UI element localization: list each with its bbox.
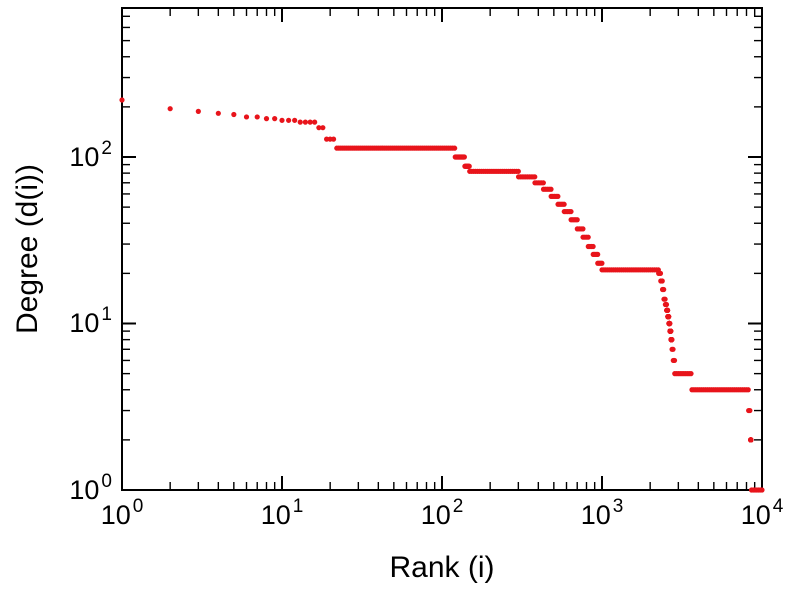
data-points	[119, 97, 765, 493]
x-tick-label: 10 1	[260, 496, 304, 530]
y-axis-title: Degree (d(i))	[11, 163, 44, 335]
x-tick-label: 10 2	[420, 496, 464, 530]
x-tick-label: 10 4	[740, 496, 784, 530]
y-tick-label: 10 0	[69, 471, 112, 505]
x-tick-label: 10 0	[100, 496, 144, 530]
x-tick-label: 10 3	[580, 496, 624, 530]
x-axis-title: Rank (i)	[389, 551, 495, 584]
y-tick-label: 10 2	[69, 137, 112, 172]
y-tick-label: 10 1	[69, 304, 112, 339]
